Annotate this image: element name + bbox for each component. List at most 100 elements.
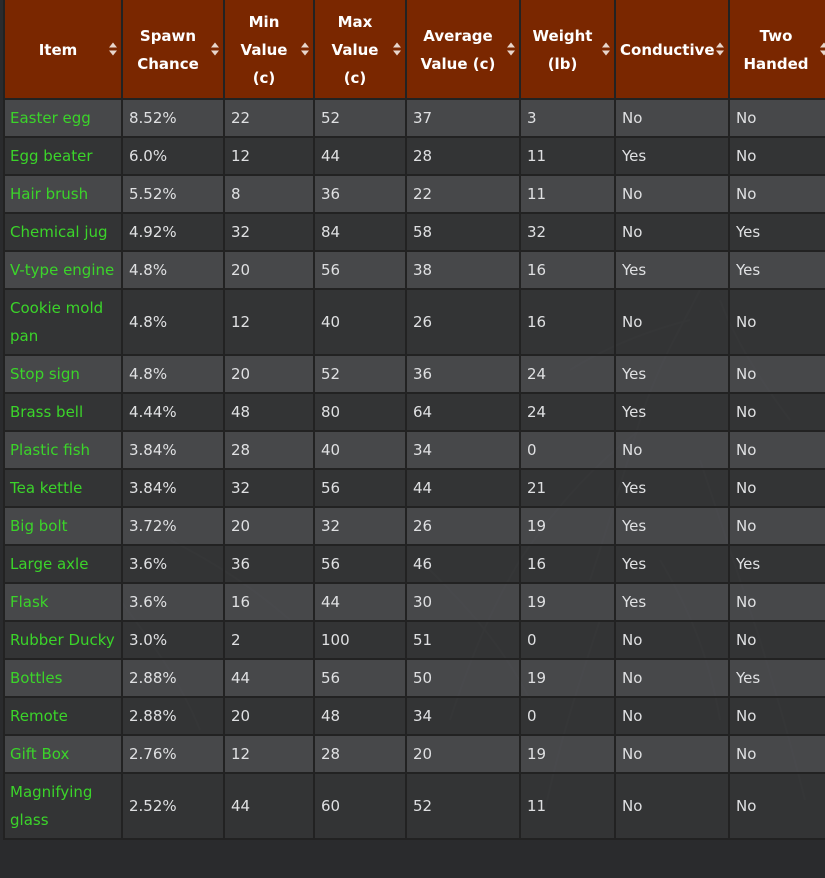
sort-icon[interactable] <box>820 42 825 56</box>
column-header-weight[interactable]: Weight (lb) <box>519 0 616 100</box>
item-link[interactable]: Brass bell <box>3 392 123 432</box>
table-row: V-type engine 4.8% 20 56 38 16 Yes Yes <box>3 250 825 290</box>
average-value-cell: 58 <box>405 212 521 252</box>
max-value-cell: 56 <box>313 250 407 290</box>
sort-icon[interactable] <box>393 42 401 56</box>
conductive-cell: Yes <box>614 468 730 508</box>
header-label: Item <box>38 41 78 59</box>
min-value-cell: 36 <box>223 544 315 584</box>
min-value-cell: 32 <box>223 468 315 508</box>
item-link[interactable]: Magnifying glass <box>3 772 123 840</box>
sort-icon[interactable] <box>507 42 515 56</box>
item-link[interactable]: Tea kettle <box>3 468 123 508</box>
min-value-cell: 8 <box>223 174 315 214</box>
spawn-chance-cell: 3.72% <box>121 506 225 546</box>
table-row: Bottles 2.88% 44 56 50 19 No Yes <box>3 658 825 698</box>
max-value-cell: 52 <box>313 354 407 394</box>
max-value-cell: 32 <box>313 506 407 546</box>
two-handed-cell: No <box>728 582 825 622</box>
min-value-cell: 48 <box>223 392 315 432</box>
two-handed-cell: No <box>728 430 825 470</box>
min-value-cell: 20 <box>223 506 315 546</box>
column-header-two-handed[interactable]: Two Handed <box>728 0 825 100</box>
spawn-chance-cell: 3.84% <box>121 430 225 470</box>
item-link[interactable]: Big bolt <box>3 506 123 546</box>
item-link[interactable]: Flask <box>3 582 123 622</box>
average-value-cell: 52 <box>405 772 521 840</box>
sort-icon[interactable] <box>716 42 724 56</box>
table-row: Plastic fish 3.84% 28 40 34 0 No No <box>3 430 825 470</box>
weight-cell: 11 <box>519 136 616 176</box>
item-link[interactable]: Rubber Ducky <box>3 620 123 660</box>
average-value-cell: 28 <box>405 136 521 176</box>
max-value-cell: 28 <box>313 734 407 774</box>
sort-icon[interactable] <box>109 42 117 56</box>
weight-cell: 19 <box>519 658 616 698</box>
item-link[interactable]: Plastic fish <box>3 430 123 470</box>
column-header-conductive[interactable]: Conductive <box>614 0 730 100</box>
average-value-cell: 51 <box>405 620 521 660</box>
table-row: Gift Box 2.76% 12 28 20 19 No No <box>3 734 825 774</box>
two-handed-cell: No <box>728 468 825 508</box>
table-header: Item Spawn Chance Min Value (c) Max Valu… <box>3 0 825 100</box>
sort-icon[interactable] <box>301 42 309 56</box>
average-value-cell: 20 <box>405 734 521 774</box>
table-row: Hair brush 5.52% 8 36 22 11 No No <box>3 174 825 214</box>
weight-cell: 24 <box>519 392 616 432</box>
table-row: Big bolt 3.72% 20 32 26 19 Yes No <box>3 506 825 546</box>
item-link[interactable]: Stop sign <box>3 354 123 394</box>
conductive-cell: No <box>614 658 730 698</box>
header-label: Weight (lb) <box>532 27 593 73</box>
column-header-spawn-chance[interactable]: Spawn Chance <box>121 0 225 100</box>
table-row: Flask 3.6% 16 44 30 19 Yes No <box>3 582 825 622</box>
spawn-chance-cell: 3.6% <box>121 582 225 622</box>
conductive-cell: Yes <box>614 506 730 546</box>
item-link[interactable]: Chemical jug <box>3 212 123 252</box>
spawn-chance-cell: 5.52% <box>121 174 225 214</box>
conductive-cell: No <box>614 288 730 356</box>
average-value-cell: 36 <box>405 354 521 394</box>
item-link[interactable]: Cookie mold pan <box>3 288 123 356</box>
column-header-item[interactable]: Item <box>3 0 123 100</box>
weight-cell: 0 <box>519 620 616 660</box>
item-link[interactable]: V-type engine <box>3 250 123 290</box>
two-handed-cell: No <box>728 174 825 214</box>
min-value-cell: 12 <box>223 288 315 356</box>
item-link[interactable]: Easter egg <box>3 98 123 138</box>
spawn-chance-cell: 4.8% <box>121 288 225 356</box>
sort-icon[interactable] <box>211 42 219 56</box>
spawn-chance-cell: 4.8% <box>121 250 225 290</box>
max-value-cell: 40 <box>313 288 407 356</box>
item-link[interactable]: Hair brush <box>3 174 123 214</box>
table-row: Chemical jug 4.92% 32 84 58 32 No Yes <box>3 212 825 252</box>
conductive-cell: No <box>614 772 730 840</box>
average-value-cell: 64 <box>405 392 521 432</box>
weight-cell: 3 <box>519 98 616 138</box>
table-row: Magnifying glass 2.52% 44 60 52 11 No No <box>3 772 825 840</box>
item-link[interactable]: Gift Box <box>3 734 123 774</box>
spawn-chance-cell: 4.92% <box>121 212 225 252</box>
item-link[interactable]: Large axle <box>3 544 123 584</box>
max-value-cell: 84 <box>313 212 407 252</box>
table-row: Cookie mold pan 4.8% 12 40 26 16 No No <box>3 288 825 356</box>
table-row: Remote 2.88% 20 48 34 0 No No <box>3 696 825 736</box>
min-value-cell: 2 <box>223 620 315 660</box>
average-value-cell: 34 <box>405 696 521 736</box>
max-value-cell: 44 <box>313 136 407 176</box>
two-handed-cell: No <box>728 620 825 660</box>
item-link[interactable]: Egg beater <box>3 136 123 176</box>
column-header-max-value[interactable]: Max Value (c) <box>313 0 407 100</box>
header-label: Conductive <box>620 41 715 59</box>
spawn-chance-cell: 2.52% <box>121 772 225 840</box>
header-label: Min Value (c) <box>240 13 288 87</box>
item-link[interactable]: Bottles <box>3 658 123 698</box>
sort-icon[interactable] <box>602 42 610 56</box>
item-link[interactable]: Remote <box>3 696 123 736</box>
max-value-cell: 48 <box>313 696 407 736</box>
column-header-min-value[interactable]: Min Value (c) <box>223 0 315 100</box>
two-handed-cell: No <box>728 136 825 176</box>
two-handed-cell: No <box>728 772 825 840</box>
max-value-cell: 60 <box>313 772 407 840</box>
column-header-average-value[interactable]: Average Value (c) <box>405 0 521 100</box>
weight-cell: 11 <box>519 772 616 840</box>
